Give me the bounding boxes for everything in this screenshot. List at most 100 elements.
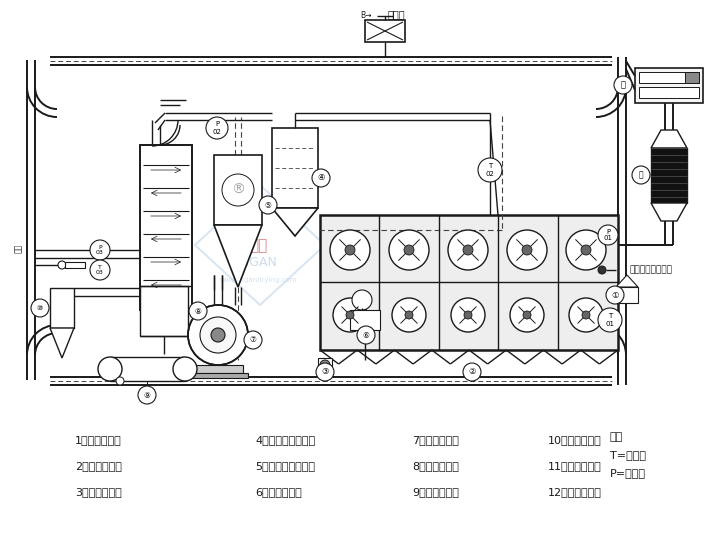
Circle shape	[507, 230, 547, 270]
Text: 11、密闭送风机: 11、密闭送风机	[548, 461, 602, 471]
Bar	[350, 310, 380, 330]
Circle shape	[173, 357, 197, 381]
Bar	[365, 20, 405, 42]
Text: YIGAN: YIGAN	[238, 256, 277, 269]
Circle shape	[392, 298, 426, 332]
Text: 氮气阀: 氮气阀	[388, 9, 405, 19]
Circle shape	[598, 308, 622, 332]
Circle shape	[478, 158, 502, 182]
Bar	[140, 286, 188, 336]
Circle shape	[569, 298, 603, 332]
Bar	[214, 155, 262, 225]
Circle shape	[138, 386, 156, 404]
Circle shape	[200, 317, 236, 353]
Text: ⑫: ⑫	[639, 171, 643, 179]
Polygon shape	[50, 328, 74, 358]
Circle shape	[222, 174, 254, 206]
Circle shape	[614, 76, 632, 94]
Bar	[272, 128, 318, 208]
Circle shape	[320, 360, 330, 370]
Text: T
03: T 03	[96, 265, 104, 275]
Circle shape	[244, 331, 262, 349]
Text: 12、密闭加热器: 12、密闭加热器	[548, 487, 602, 497]
Bar	[639, 72, 699, 83]
Circle shape	[188, 305, 248, 365]
Circle shape	[189, 302, 207, 320]
Polygon shape	[214, 225, 262, 287]
Text: 6、密闭出料阀: 6、密闭出料阀	[255, 487, 302, 497]
Circle shape	[352, 290, 372, 310]
Text: 3、密闭出料器: 3、密闭出料器	[75, 487, 122, 497]
Circle shape	[98, 357, 122, 381]
Bar	[651, 148, 687, 203]
Circle shape	[316, 363, 334, 381]
Text: ①: ①	[611, 291, 618, 300]
Text: B→: B→	[360, 11, 372, 21]
Text: ⑩: ⑩	[37, 305, 43, 311]
Circle shape	[566, 230, 606, 270]
Text: 注：
T=测温点
P=测压点: 注： T=测温点 P=测压点	[610, 432, 646, 478]
Polygon shape	[616, 275, 638, 287]
Circle shape	[598, 225, 618, 245]
Bar	[320, 215, 618, 350]
Polygon shape	[272, 208, 318, 236]
Bar	[188, 373, 248, 378]
Circle shape	[90, 260, 110, 280]
Text: P
03: P 03	[96, 245, 104, 255]
Text: 9、溦媒回收罐: 9、溦媒回收罐	[412, 487, 459, 497]
Circle shape	[451, 298, 485, 332]
Bar	[193, 365, 243, 373]
Circle shape	[523, 311, 531, 319]
Circle shape	[405, 311, 413, 319]
Circle shape	[606, 286, 624, 304]
Text: www.yigandrying.com: www.yigandrying.com	[220, 277, 297, 283]
Circle shape	[510, 298, 544, 332]
Text: 2、汸腾床主机: 2、汸腾床主机	[75, 461, 122, 471]
Circle shape	[357, 326, 375, 344]
Circle shape	[582, 311, 590, 319]
Circle shape	[312, 169, 330, 187]
Circle shape	[389, 230, 429, 270]
Circle shape	[206, 117, 228, 139]
Polygon shape	[651, 130, 687, 148]
Text: T
01: T 01	[606, 314, 614, 327]
Circle shape	[448, 230, 488, 270]
Circle shape	[58, 261, 66, 269]
Text: 10、二级洗液器: 10、二级洗液器	[548, 435, 602, 445]
Circle shape	[211, 328, 225, 342]
Circle shape	[404, 245, 414, 255]
Circle shape	[31, 299, 49, 317]
Polygon shape	[651, 203, 687, 221]
Circle shape	[522, 245, 532, 255]
Text: ②: ②	[468, 368, 476, 376]
Text: P
01: P 01	[603, 228, 613, 241]
Circle shape	[632, 166, 650, 184]
Text: 4、一级布袋除尘器: 4、一级布袋除尘器	[255, 435, 315, 445]
Bar	[140, 145, 192, 310]
Text: 氧浓度在线检测仪: 氧浓度在线检测仪	[630, 266, 673, 274]
Text: 益干: 益干	[249, 239, 267, 253]
Bar	[318, 358, 332, 372]
Circle shape	[463, 245, 473, 255]
Bar	[65, 262, 85, 268]
Circle shape	[581, 245, 591, 255]
Circle shape	[330, 230, 370, 270]
Bar	[110, 357, 185, 381]
Bar	[639, 87, 699, 98]
Text: ③: ③	[321, 368, 329, 376]
Circle shape	[90, 240, 110, 260]
Text: 8、多级冷凝器: 8、多级冷凝器	[412, 461, 459, 471]
Bar	[635, 68, 703, 103]
Text: 5、二级布袋除尘器: 5、二级布袋除尘器	[255, 461, 315, 471]
Text: ⑥: ⑥	[363, 330, 369, 340]
Circle shape	[463, 363, 481, 381]
Text: 7、密闭引风机: 7、密闭引风机	[412, 435, 459, 445]
Text: 排空: 排空	[14, 244, 22, 253]
Text: ⑪: ⑪	[621, 80, 626, 90]
Text: ⑤: ⑤	[264, 200, 271, 210]
Circle shape	[464, 311, 472, 319]
Text: ⑨: ⑨	[143, 390, 150, 400]
Circle shape	[345, 245, 355, 255]
Bar	[50, 288, 74, 328]
Circle shape	[333, 298, 367, 332]
